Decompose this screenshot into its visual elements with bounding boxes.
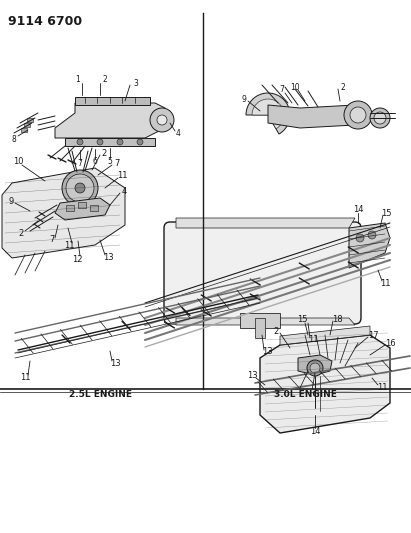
- Text: 13: 13: [247, 372, 257, 381]
- Text: 1: 1: [76, 76, 81, 85]
- Circle shape: [356, 234, 364, 242]
- Text: 2.5L ENGINE: 2.5L ENGINE: [69, 390, 132, 399]
- Circle shape: [307, 360, 323, 376]
- Bar: [255, 318, 265, 338]
- Polygon shape: [280, 326, 370, 345]
- Circle shape: [137, 139, 143, 145]
- Polygon shape: [176, 318, 355, 325]
- Circle shape: [117, 139, 123, 145]
- Text: 14: 14: [310, 426, 320, 435]
- Text: 11: 11: [377, 383, 387, 392]
- Text: 6: 6: [92, 157, 97, 166]
- Bar: [78, 202, 86, 208]
- Text: 9: 9: [242, 94, 247, 103]
- Text: 2: 2: [102, 149, 106, 157]
- Text: 13: 13: [110, 359, 120, 367]
- Text: 4: 4: [175, 130, 180, 139]
- Circle shape: [370, 108, 390, 128]
- Text: 13: 13: [262, 348, 272, 357]
- Circle shape: [374, 112, 386, 124]
- Wedge shape: [246, 93, 290, 134]
- Text: 13: 13: [103, 253, 113, 262]
- Bar: [24, 123, 30, 127]
- Text: 16: 16: [385, 338, 395, 348]
- Circle shape: [75, 183, 85, 193]
- Circle shape: [150, 108, 174, 132]
- Text: 14: 14: [353, 205, 363, 214]
- Circle shape: [157, 115, 167, 125]
- Bar: [75, 97, 150, 105]
- Polygon shape: [2, 168, 125, 258]
- Bar: [240, 313, 280, 328]
- Wedge shape: [252, 99, 284, 129]
- Text: 12: 12: [72, 254, 82, 263]
- Text: 7: 7: [279, 85, 284, 94]
- Text: 5: 5: [108, 157, 113, 166]
- Text: 11: 11: [20, 374, 30, 383]
- Text: 3.0L ENGINE: 3.0L ENGINE: [274, 390, 337, 399]
- Polygon shape: [298, 355, 332, 375]
- Text: 11: 11: [308, 335, 318, 344]
- Text: 18: 18: [332, 314, 342, 324]
- Text: 2: 2: [273, 327, 279, 335]
- Circle shape: [368, 231, 376, 239]
- Bar: [90, 205, 98, 211]
- Polygon shape: [65, 138, 155, 146]
- Text: 8: 8: [12, 134, 16, 143]
- Polygon shape: [268, 105, 360, 128]
- Circle shape: [310, 363, 320, 373]
- Text: 11: 11: [380, 279, 390, 287]
- Polygon shape: [260, 335, 390, 433]
- Polygon shape: [176, 218, 355, 228]
- Text: 15: 15: [297, 316, 307, 325]
- Bar: [66, 205, 74, 211]
- Text: 2: 2: [18, 229, 23, 238]
- Text: 10: 10: [290, 83, 300, 92]
- Text: 11: 11: [117, 172, 127, 181]
- Polygon shape: [55, 198, 110, 220]
- Circle shape: [350, 107, 366, 123]
- Polygon shape: [55, 103, 165, 138]
- FancyBboxPatch shape: [164, 222, 361, 324]
- Polygon shape: [349, 223, 390, 268]
- Text: 7: 7: [49, 236, 55, 245]
- Text: 9114 6700: 9114 6700: [8, 15, 82, 28]
- Text: 2: 2: [341, 83, 345, 92]
- Bar: [27, 118, 33, 122]
- Text: 7: 7: [78, 158, 83, 167]
- Circle shape: [66, 174, 94, 202]
- Text: 10: 10: [13, 157, 23, 166]
- Circle shape: [97, 139, 103, 145]
- Text: 17: 17: [368, 330, 378, 340]
- Text: 15: 15: [381, 208, 391, 217]
- Text: 7: 7: [114, 158, 120, 167]
- Bar: [21, 128, 27, 132]
- Circle shape: [62, 170, 98, 206]
- Text: 3: 3: [134, 78, 139, 87]
- Circle shape: [344, 101, 372, 129]
- Text: 11: 11: [64, 241, 74, 251]
- Circle shape: [77, 139, 83, 145]
- Text: 2: 2: [103, 76, 107, 85]
- Text: 9: 9: [8, 197, 14, 206]
- Text: 4: 4: [121, 187, 127, 196]
